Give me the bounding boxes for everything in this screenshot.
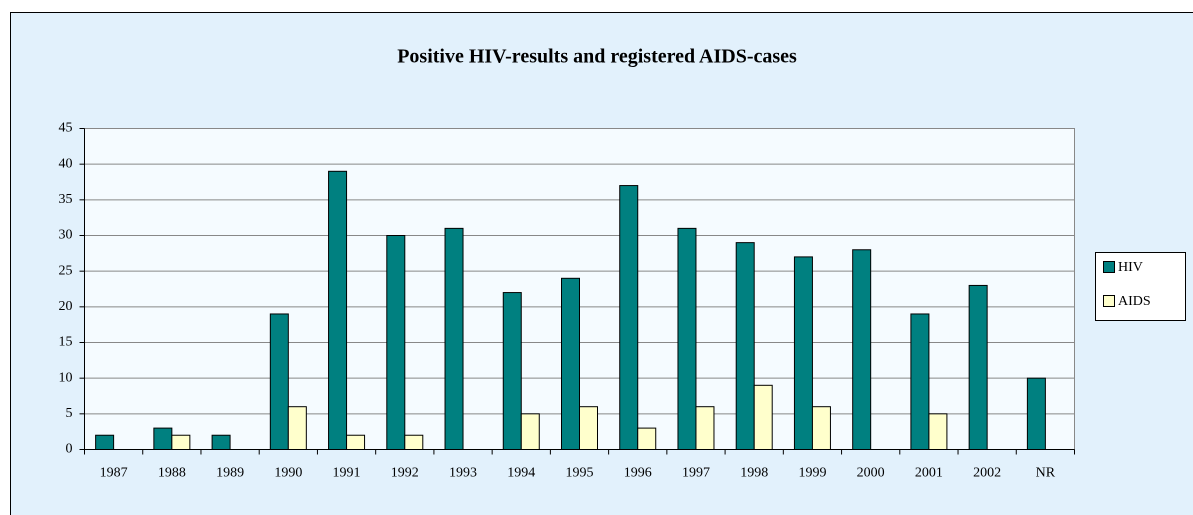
x-tick-label: 1996 bbox=[624, 466, 652, 481]
bar bbox=[404, 434, 424, 451]
x-tick-label: 1987 bbox=[100, 466, 128, 481]
bar bbox=[968, 284, 988, 450]
x-tick-label: 2002 bbox=[973, 466, 1001, 481]
y-tick-label: 30 bbox=[59, 228, 73, 243]
x-tick-label: 1998 bbox=[740, 466, 768, 481]
bar bbox=[211, 434, 231, 451]
y-tick-label: 0 bbox=[66, 442, 73, 457]
bar bbox=[910, 313, 930, 451]
bar bbox=[1026, 377, 1046, 450]
y-tick-label: 25 bbox=[59, 263, 73, 278]
bar bbox=[328, 170, 348, 451]
bar bbox=[677, 227, 697, 450]
x-tick-label: 1988 bbox=[158, 466, 186, 481]
bar bbox=[444, 227, 464, 450]
bar bbox=[735, 242, 755, 450]
bar bbox=[619, 185, 639, 450]
y-tick-label: 20 bbox=[59, 299, 73, 314]
bar bbox=[520, 413, 540, 451]
legend-swatch bbox=[1103, 295, 1115, 307]
x-tick-label: 1989 bbox=[216, 466, 244, 481]
bar bbox=[579, 406, 598, 451]
bar bbox=[171, 434, 191, 451]
x-tick-label: 1995 bbox=[566, 466, 594, 481]
legend-label: AIDS bbox=[1118, 294, 1151, 309]
bar bbox=[852, 249, 872, 450]
bar bbox=[153, 427, 173, 451]
chart-title: Positive HIV-results and registered AIDS… bbox=[397, 46, 797, 68]
x-tick-label: 1993 bbox=[449, 466, 477, 481]
bar bbox=[811, 406, 831, 451]
x-tick-label: 2000 bbox=[857, 466, 885, 481]
x-tick-label: 1990 bbox=[274, 466, 302, 481]
bar bbox=[287, 406, 307, 451]
x-tick-label: 1992 bbox=[391, 466, 419, 481]
y-tick-label: 45 bbox=[59, 121, 73, 136]
bar bbox=[753, 384, 773, 450]
bar bbox=[386, 235, 406, 450]
y-tick-label: 35 bbox=[59, 192, 73, 207]
y-tick-label: 5 bbox=[66, 406, 73, 421]
y-tick-label: 15 bbox=[59, 335, 73, 350]
bar bbox=[695, 406, 715, 451]
bar bbox=[95, 434, 115, 451]
x-tick-label: 2001 bbox=[915, 466, 943, 481]
bar bbox=[928, 413, 948, 451]
y-tick-label: 10 bbox=[59, 370, 73, 385]
x-tick-label: NR bbox=[1036, 466, 1056, 481]
bar bbox=[502, 292, 522, 451]
x-tick-label: 1991 bbox=[333, 466, 361, 481]
bar bbox=[561, 277, 580, 450]
x-tick-label: 1994 bbox=[507, 466, 535, 481]
y-tick-label: 40 bbox=[59, 156, 73, 171]
x-tick-label: 1997 bbox=[682, 466, 710, 481]
bar bbox=[637, 427, 657, 451]
legend-label: HIV bbox=[1118, 260, 1143, 275]
bar bbox=[346, 434, 366, 451]
x-tick-label: 1999 bbox=[798, 466, 826, 481]
legend bbox=[1095, 252, 1186, 321]
legend-swatch bbox=[1103, 261, 1115, 273]
bar bbox=[269, 313, 289, 451]
bar bbox=[793, 256, 813, 450]
